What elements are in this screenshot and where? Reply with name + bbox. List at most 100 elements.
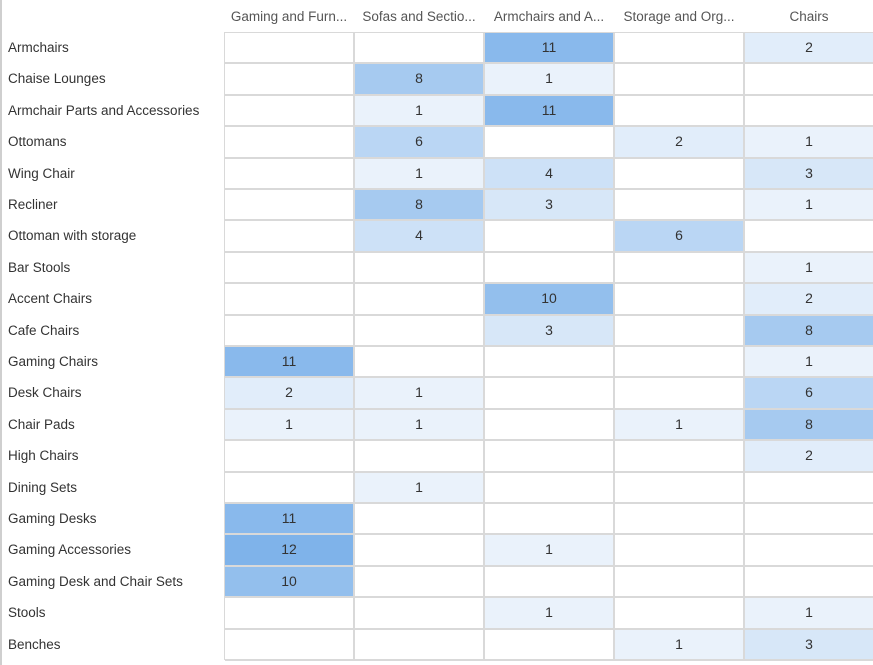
heatmap-cell[interactable]: 1 bbox=[355, 158, 485, 190]
heatmap-cell[interactable] bbox=[485, 221, 615, 253]
heatmap-cell[interactable] bbox=[355, 598, 485, 630]
heatmap-cell[interactable] bbox=[485, 441, 615, 473]
heatmap-cell[interactable] bbox=[615, 190, 745, 222]
heatmap-cell[interactable] bbox=[355, 504, 485, 536]
heatmap-cell[interactable] bbox=[225, 95, 355, 128]
heatmap-cell[interactable]: 12 bbox=[225, 535, 355, 567]
heatmap-cell[interactable] bbox=[225, 252, 355, 285]
heatmap-cell[interactable]: 11 bbox=[485, 95, 615, 128]
heatmap-cell[interactable] bbox=[485, 347, 615, 379]
heatmap-cell[interactable]: 3 bbox=[745, 158, 873, 190]
heatmap-cell[interactable] bbox=[615, 504, 745, 536]
heatmap-cell[interactable] bbox=[615, 378, 745, 410]
heatmap-cell[interactable] bbox=[355, 315, 485, 347]
heatmap-cell[interactable] bbox=[615, 347, 745, 379]
heatmap-cell[interactable]: 1 bbox=[485, 598, 615, 630]
heatmap-cell[interactable]: 1 bbox=[355, 409, 485, 442]
heatmap-cell[interactable] bbox=[615, 95, 745, 128]
heatmap-cell[interactable] bbox=[355, 441, 485, 473]
heatmap-cell[interactable]: 3 bbox=[485, 315, 615, 347]
heatmap-cell[interactable] bbox=[615, 598, 745, 630]
heatmap-cell[interactable] bbox=[225, 315, 355, 347]
heatmap-cell[interactable] bbox=[485, 629, 615, 661]
heatmap-cell[interactable]: 1 bbox=[225, 409, 355, 442]
heatmap-cell[interactable]: 1 bbox=[745, 347, 873, 379]
heatmap-cell[interactable]: 2 bbox=[615, 127, 745, 159]
heatmap-cell[interactable]: 2 bbox=[225, 378, 355, 410]
heatmap-cell[interactable] bbox=[745, 64, 873, 96]
heatmap-cell[interactable] bbox=[615, 158, 745, 190]
heatmap-cell[interactable] bbox=[615, 284, 745, 316]
heatmap-cell[interactable]: 2 bbox=[745, 33, 873, 65]
heatmap-cell[interactable] bbox=[355, 252, 485, 285]
heatmap-cell[interactable] bbox=[745, 566, 873, 599]
heatmap-cell[interactable] bbox=[355, 535, 485, 567]
heatmap-cell[interactable] bbox=[485, 409, 615, 442]
heatmap-cell[interactable]: 1 bbox=[615, 409, 745, 442]
heatmap-cell[interactable] bbox=[485, 252, 615, 285]
heatmap-cell[interactable] bbox=[225, 598, 355, 630]
heatmap-cell[interactable] bbox=[745, 472, 873, 504]
heatmap-cell[interactable] bbox=[615, 566, 745, 599]
heatmap-cell[interactable] bbox=[615, 441, 745, 473]
heatmap-cell[interactable]: 1 bbox=[355, 95, 485, 128]
heatmap-cell[interactable] bbox=[745, 504, 873, 536]
heatmap-cell[interactable] bbox=[485, 504, 615, 536]
heatmap-cell[interactable]: 1 bbox=[355, 378, 485, 410]
heatmap-cell[interactable]: 6 bbox=[355, 127, 485, 159]
heatmap-cell[interactable] bbox=[225, 284, 355, 316]
heatmap-cell[interactable] bbox=[485, 566, 615, 599]
heatmap-cell[interactable] bbox=[745, 221, 873, 253]
heatmap-cell[interactable] bbox=[485, 472, 615, 504]
heatmap-cell[interactable] bbox=[615, 64, 745, 96]
heatmap-cell[interactable] bbox=[485, 127, 615, 159]
heatmap-cell[interactable]: 3 bbox=[485, 190, 615, 222]
heatmap-cell[interactable]: 8 bbox=[745, 315, 873, 347]
heatmap-cell[interactable]: 1 bbox=[745, 252, 873, 285]
heatmap-cell[interactable] bbox=[485, 378, 615, 410]
heatmap-cell[interactable] bbox=[355, 33, 485, 65]
heatmap-cell[interactable]: 1 bbox=[485, 535, 615, 567]
heatmap-cell[interactable]: 8 bbox=[355, 190, 485, 222]
heatmap-cell[interactable]: 11 bbox=[225, 504, 355, 536]
heatmap-cell[interactable] bbox=[225, 158, 355, 190]
heatmap-cell[interactable] bbox=[615, 535, 745, 567]
heatmap-cell[interactable] bbox=[225, 629, 355, 661]
heatmap-cell[interactable] bbox=[615, 315, 745, 347]
heatmap-cell[interactable]: 2 bbox=[745, 441, 873, 473]
heatmap-cell[interactable] bbox=[615, 252, 745, 285]
heatmap-cell[interactable]: 1 bbox=[745, 598, 873, 630]
heatmap-cell[interactable]: 11 bbox=[485, 33, 615, 65]
heatmap-cell[interactable] bbox=[745, 95, 873, 128]
heatmap-cell[interactable]: 8 bbox=[745, 409, 873, 442]
heatmap-cell[interactable] bbox=[355, 629, 485, 661]
heatmap-cell[interactable]: 6 bbox=[745, 378, 873, 410]
heatmap-cell[interactable]: 10 bbox=[485, 284, 615, 316]
heatmap-cell[interactable] bbox=[225, 472, 355, 504]
heatmap-cell[interactable]: 1 bbox=[745, 127, 873, 159]
heatmap-cell[interactable]: 4 bbox=[355, 221, 485, 253]
heatmap-cell[interactable]: 1 bbox=[745, 190, 873, 222]
heatmap-cell[interactable]: 1 bbox=[615, 629, 745, 661]
heatmap-cell[interactable]: 1 bbox=[485, 64, 615, 96]
heatmap-cell[interactable]: 4 bbox=[485, 158, 615, 190]
heatmap-cell[interactable]: 8 bbox=[355, 64, 485, 96]
heatmap-cell[interactable] bbox=[225, 127, 355, 159]
heatmap-cell[interactable] bbox=[225, 221, 355, 253]
heatmap-cell[interactable] bbox=[615, 33, 745, 65]
heatmap-cell[interactable] bbox=[225, 190, 355, 222]
heatmap-cell[interactable]: 11 bbox=[225, 347, 355, 379]
heatmap-cell[interactable] bbox=[225, 33, 355, 65]
heatmap-cell[interactable] bbox=[355, 284, 485, 316]
heatmap-cell[interactable]: 2 bbox=[745, 284, 873, 316]
heatmap-cell[interactable]: 1 bbox=[355, 472, 485, 504]
heatmap-cell[interactable]: 10 bbox=[225, 566, 355, 599]
heatmap-cell[interactable]: 6 bbox=[615, 221, 745, 253]
heatmap-cell[interactable] bbox=[225, 441, 355, 473]
heatmap-cell[interactable] bbox=[615, 472, 745, 504]
heatmap-cell[interactable] bbox=[225, 64, 355, 96]
heatmap-cell[interactable] bbox=[745, 535, 873, 567]
heatmap-cell[interactable]: 3 bbox=[745, 629, 873, 661]
heatmap-cell[interactable] bbox=[355, 347, 485, 379]
heatmap-cell[interactable] bbox=[355, 566, 485, 599]
